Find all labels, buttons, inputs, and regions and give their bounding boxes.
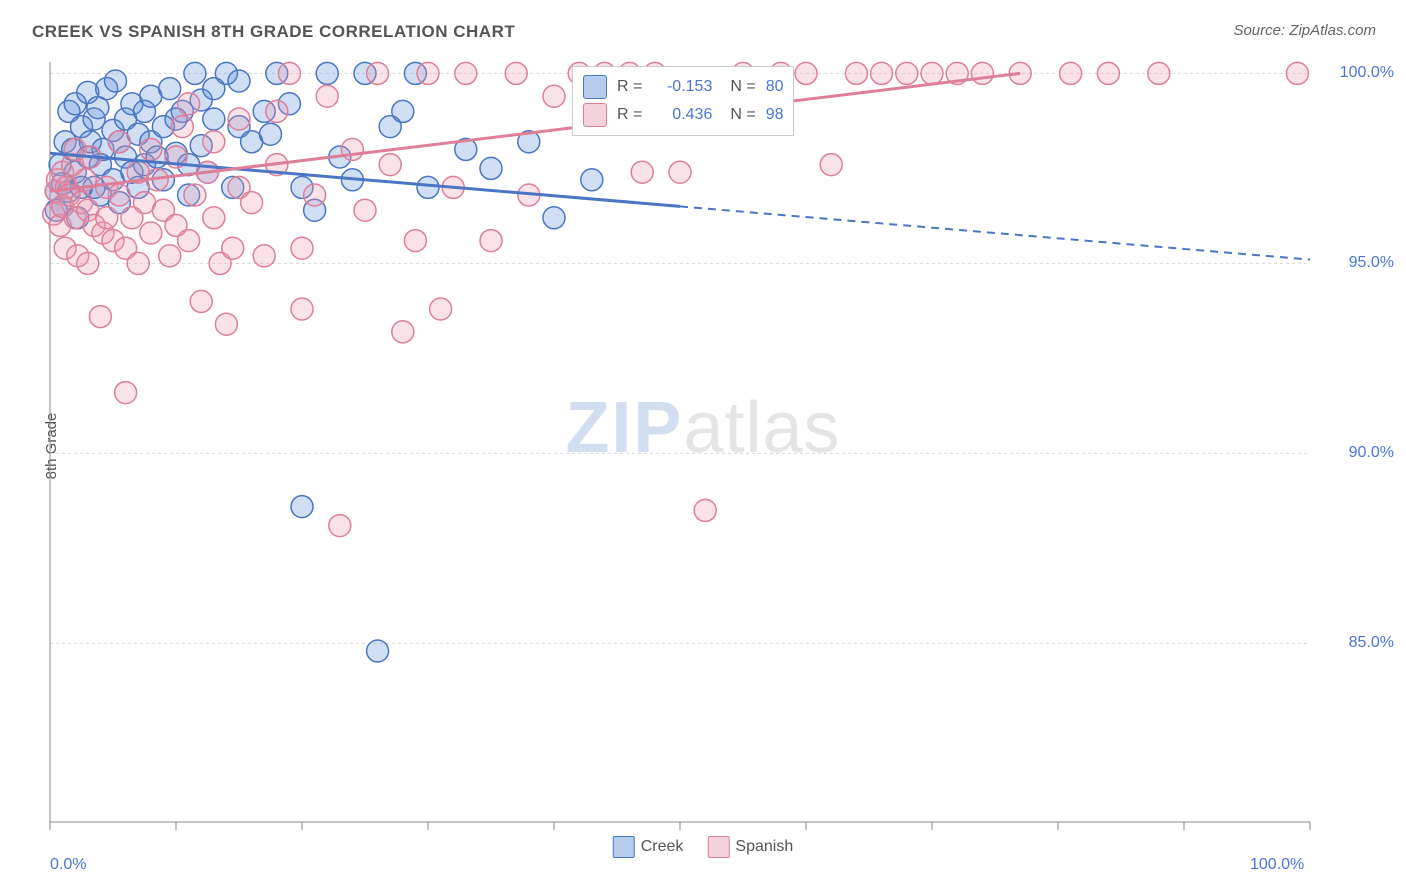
y-tick-label: 100.0% [1340,64,1394,82]
legend-n-label: N = [730,106,755,124]
scatter-point [354,199,376,221]
scatter-point [108,131,130,153]
scatter-point [222,237,244,259]
scatter-point [266,100,288,122]
series-legend: Creek Spanish [613,836,794,858]
scatter-point [304,184,326,206]
scatter-point [203,108,225,130]
scatter-point [379,154,401,176]
scatter-point [241,192,263,214]
legend-item: Spanish [707,836,793,858]
correlation-legend: R = -0.153 N = 80 R = 0.436 N = 98 [572,66,794,136]
scatter-point [260,123,282,145]
scatter-point [291,237,313,259]
scatter-point [1097,62,1119,84]
scatter-point [203,207,225,229]
legend-label: Spanish [735,838,793,855]
scatter-point [455,62,477,84]
legend-n-label: N = [730,78,755,96]
scatter-point [1060,62,1082,84]
legend-r-label: R = [617,106,642,124]
scatter-point [543,207,565,229]
scatter-point [367,62,389,84]
scatter-point [190,290,212,312]
legend-swatch [613,836,635,858]
y-tick-label: 90.0% [1349,444,1394,462]
scatter-point [203,131,225,153]
scatter-point [316,62,338,84]
legend-r-value: -0.153 [652,78,712,96]
legend-label: Creek [641,838,684,855]
scatter-point [896,62,918,84]
scatter-point [871,62,893,84]
scatter-point [127,252,149,274]
legend-swatch [583,103,607,127]
scatter-point [404,230,426,252]
scatter-point [108,184,130,206]
scatter-point [184,62,206,84]
scatter-point [105,70,127,92]
scatter-point [253,245,275,267]
scatter-point [845,62,867,84]
scatter-point [480,157,502,179]
y-tick-label: 85.0% [1349,634,1394,652]
scatter-point [430,298,452,320]
x-tick-label: 100.0% [1250,856,1304,874]
scatter-point [159,78,181,100]
scatter-point [505,62,527,84]
legend-item: Creek [613,836,684,858]
scatter-point [291,298,313,320]
scatter-point [184,184,206,206]
scatter-point [115,382,137,404]
scatter-point [367,640,389,662]
scatter-point [140,222,162,244]
scatter-point [631,161,653,183]
scatter-point [417,176,439,198]
scatter-point [1286,62,1308,84]
scatter-point [228,108,250,130]
scatter-point [329,515,351,537]
legend-row: R = 0.436 N = 98 [583,101,783,129]
scatter-point [178,230,200,252]
chart-container: CREEK VS SPANISH 8TH GRADE CORRELATION C… [0,0,1406,892]
scatter-point [77,252,99,274]
scatter-point [971,62,993,84]
scatter-point [795,62,817,84]
legend-swatch [707,836,729,858]
scatter-point [480,230,502,252]
scatter-point [171,116,193,138]
scatter-point [316,85,338,107]
scatter-point [820,154,842,176]
legend-n-value: 80 [766,78,784,96]
scatter-point [921,62,943,84]
scatter-point [96,207,118,229]
scatter-point [278,62,300,84]
scatter-point [291,496,313,518]
scatter-point [669,161,691,183]
scatter-point [694,499,716,521]
legend-swatch [583,75,607,99]
legend-row: R = -0.153 N = 80 [583,73,783,101]
scatter-point [341,138,363,160]
scatter-point [581,169,603,191]
x-tick-label: 0.0% [50,856,86,874]
y-tick-label: 95.0% [1349,254,1394,272]
legend-n-value: 98 [766,106,784,124]
scatter-point [392,321,414,343]
scatter-point [140,138,162,160]
legend-r-label: R = [617,78,642,96]
scatter-point [89,306,111,328]
scatter-point [228,70,250,92]
scatter-point [417,62,439,84]
scatter-point [215,313,237,335]
scatter-point [1148,62,1170,84]
trend-line-extrapolated [680,206,1310,259]
legend-r-value: 0.436 [652,106,712,124]
scatter-point [159,245,181,267]
scatter-point [178,93,200,115]
scatter-point [543,85,565,107]
scatter-point [392,100,414,122]
